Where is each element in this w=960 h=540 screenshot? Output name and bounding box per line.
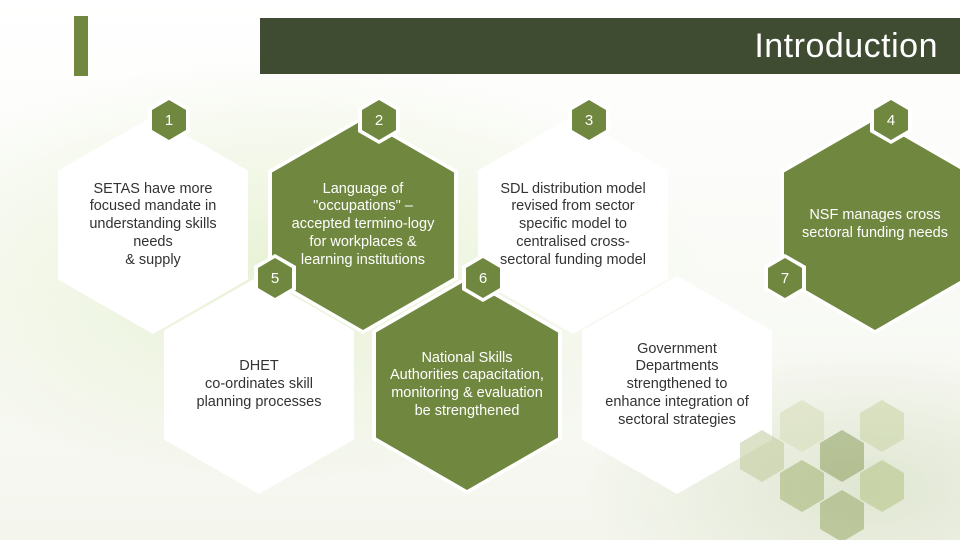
content-hex-body: SETAS have more focused mandate in under… [62, 120, 244, 330]
deco-hex [780, 460, 824, 512]
number-hex-label: 2 [362, 100, 396, 140]
content-hex-body: NSF manages cross sectoral funding needs [784, 120, 960, 330]
number-hex-label: 6 [466, 258, 500, 298]
number-hex-label: 5 [258, 258, 292, 298]
deco-hex [820, 430, 864, 482]
content-hex-body: Language of "occupations" – accepted ter… [272, 120, 454, 330]
title-accent-bar [74, 16, 88, 76]
deco-hex [860, 400, 904, 452]
title-bar: Introduction [260, 18, 960, 74]
page-title: Introduction [754, 27, 938, 66]
deco-hex [820, 490, 864, 540]
deco-hex [780, 400, 824, 452]
number-hex-label: 4 [874, 100, 908, 140]
content-hex-body: National Skills Authorities capacitation… [376, 280, 558, 490]
deco-hex [860, 460, 904, 512]
number-hex-label: 3 [572, 100, 606, 140]
number-hex-label: 1 [152, 100, 186, 140]
content-hex-body: Government Departments strengthened to e… [586, 280, 768, 490]
content-hex-h4: NSF manages cross sectoral funding needs [780, 116, 960, 334]
number-hex-label: 7 [768, 258, 802, 298]
content-hex-body: SDL distribution model revised from sect… [482, 120, 664, 330]
content-hex-body: DHET co-ordinates skill planning process… [168, 280, 350, 490]
